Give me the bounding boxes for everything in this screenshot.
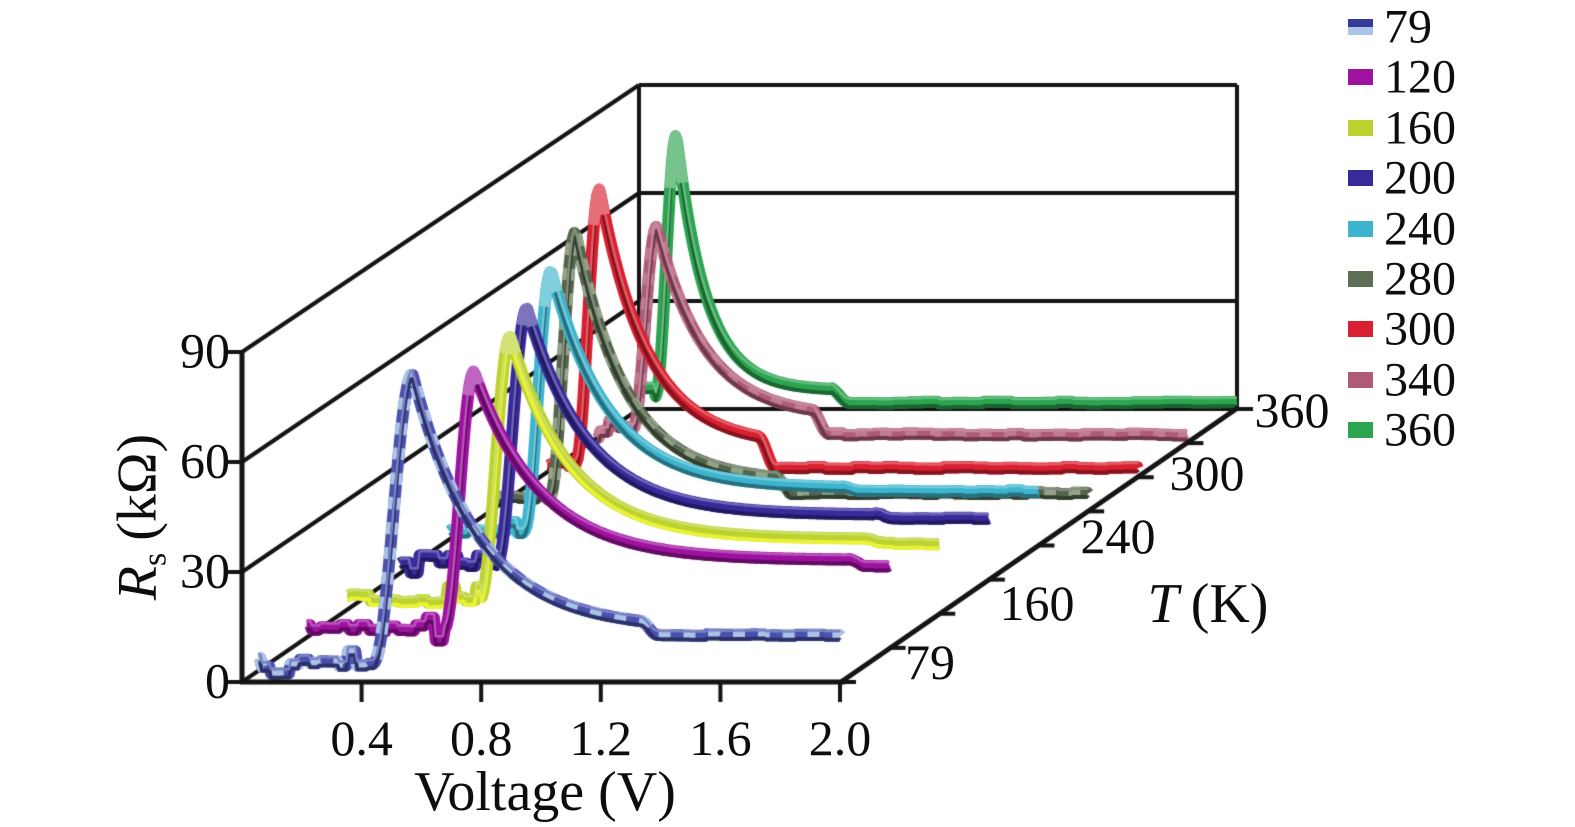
legend-swatch-360: [1348, 422, 1373, 439]
legend-label-280: 280: [1384, 252, 1456, 306]
legend-swatch-79: [1348, 19, 1373, 35]
legend-label-240: 240: [1384, 202, 1456, 256]
t-axis-symbol: T: [1147, 573, 1179, 635]
t-tick-label-160: 160: [999, 575, 1075, 631]
legend-swatch-340: [1348, 371, 1373, 388]
z-axis-title: Rs (kΩ): [106, 434, 175, 600]
legend-label-120: 120: [1384, 50, 1456, 104]
legend-label-360: 360: [1384, 403, 1456, 457]
legend-label-300: 300: [1384, 302, 1456, 356]
t-axis-title: T (K): [1148, 572, 1269, 636]
legend-swatch-200: [1348, 170, 1373, 187]
x-axis-title: Voltage (V): [414, 761, 676, 823]
z-tick-label-90: 90: [180, 322, 230, 379]
z-tick-label-60: 60: [180, 432, 230, 489]
legend-label-340: 340: [1384, 353, 1456, 407]
t-axis-unit: (K): [1190, 573, 1269, 635]
x-tick-label-0.4: 0.4: [330, 710, 393, 766]
z-tick-label-0: 0: [205, 652, 230, 709]
x-tick-label-0.8: 0.8: [449, 710, 513, 766]
z-axis-unit: (kΩ): [106, 433, 169, 541]
legend-swatch-120: [1348, 69, 1373, 86]
t-tick-label-360: 360: [1254, 382, 1330, 438]
z-axis-symbol: R: [106, 565, 169, 601]
t-tick-label-300: 300: [1169, 445, 1245, 501]
x-tick-label-1.2: 1.2: [569, 710, 633, 766]
legend-swatch-240: [1348, 220, 1373, 237]
x-tick-label-1.6: 1.6: [689, 710, 752, 766]
z-axis-subscript: s: [136, 552, 174, 566]
legend-label-160: 160: [1384, 101, 1456, 155]
x-tick-label-2: 2.0: [808, 710, 872, 766]
legend-swatch-280: [1348, 271, 1373, 287]
legend-swatch-160: [1348, 119, 1373, 136]
t-tick-label-240: 240: [1080, 508, 1156, 564]
legend-swatch-300: [1348, 321, 1373, 338]
z-tick-label-30: 30: [180, 542, 230, 599]
t-tick-label-79: 79: [905, 634, 955, 690]
legend-label-79: 79: [1384, 0, 1432, 54]
legend-label-200: 200: [1384, 151, 1456, 205]
